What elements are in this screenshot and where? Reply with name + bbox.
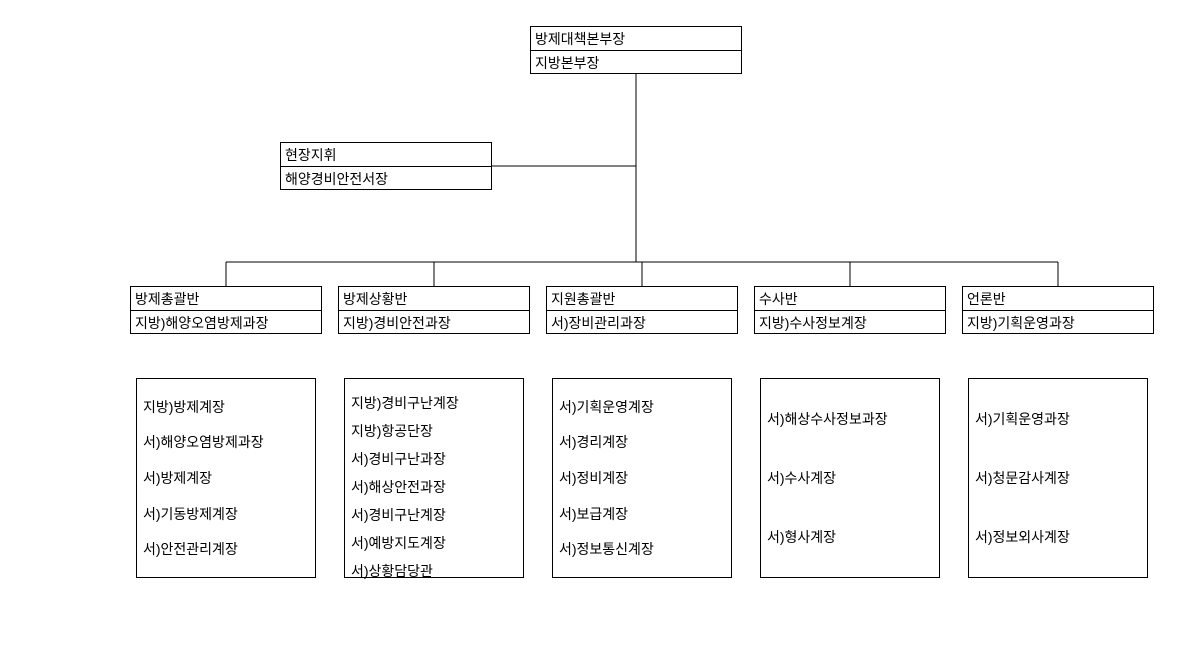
- top-sub: 지방본부장: [531, 51, 741, 75]
- dept-sub: 서)장비관리과장: [547, 311, 737, 335]
- dept-sub: 지방)기획운영과장: [963, 311, 1153, 335]
- member-item: 서)예방지도계장: [351, 529, 517, 557]
- dept-box-2: 지원총괄반서)장비관리과장: [546, 286, 738, 334]
- members-list-3: 서)해상수사정보과장서)수사계장서)형사계장: [760, 378, 940, 578]
- member-item: 서)방제계장: [143, 464, 309, 492]
- member-item: 서)청문감사계장: [975, 464, 1141, 492]
- dept-box-3: 수사반지방)수사정보계장: [754, 286, 946, 334]
- member-item: 지방)경비구난계장: [351, 389, 517, 417]
- dept-box-1: 방제상황반지방)경비안전과장: [338, 286, 530, 334]
- members-list-2: 서)기획운영계장서)경리계장서)정비계장서)보급계장서)정보통신계장: [552, 378, 732, 578]
- dept-box-4: 언론반지방)기획운영과장: [962, 286, 1154, 334]
- member-item: 서)해상안전과장: [351, 473, 517, 501]
- dept-sub: 지방)경비안전과장: [339, 311, 529, 335]
- member-item: 서)보급계장: [559, 500, 725, 528]
- top-title: 방제대책본부장: [531, 27, 741, 51]
- dept-title: 수사반: [755, 287, 945, 311]
- dept-title: 방제총괄반: [131, 287, 321, 311]
- member-item: 서)안전관리계장: [143, 535, 309, 563]
- dept-sub: 지방)수사정보계장: [755, 311, 945, 335]
- member-item: 서)경비구난과장: [351, 445, 517, 473]
- dept-title: 언론반: [963, 287, 1153, 311]
- members-list-1: 지방)경비구난계장지방)항공단장서)경비구난과장서)해상안전과장서)경비구난계장…: [344, 378, 524, 578]
- member-item: 서)해양오염방제과장: [143, 428, 309, 456]
- dept-title: 지원총괄반: [547, 287, 737, 311]
- field-command-box: 현장지휘 해양경비안전서장: [280, 142, 492, 190]
- member-item: 서)수사계장: [767, 464, 933, 492]
- member-item: 서)정보외사계장: [975, 523, 1141, 551]
- dept-sub: 지방)해양오염방제과장: [131, 311, 321, 335]
- members-list-4: 서)기획운영과장서)청문감사계장서)정보외사계장: [968, 378, 1148, 578]
- dept-box-0: 방제총괄반지방)해양오염방제과장: [130, 286, 322, 334]
- member-item: 지방)항공단장: [351, 417, 517, 445]
- side-sub: 해양경비안전서장: [281, 167, 491, 191]
- member-item: 서)기동방제계장: [143, 500, 309, 528]
- member-item: 서)상황담당관: [351, 557, 517, 585]
- dept-title: 방제상황반: [339, 287, 529, 311]
- member-item: 지방)방제계장: [143, 393, 309, 421]
- side-title: 현장지휘: [281, 143, 491, 167]
- member-item: 서)정보통신계장: [559, 535, 725, 563]
- member-item: 서)형사계장: [767, 523, 933, 551]
- member-item: 서)해상수사정보과장: [767, 405, 933, 433]
- members-list-0: 지방)방제계장서)해양오염방제과장서)방제계장서)기동방제계장서)안전관리계장: [136, 378, 316, 578]
- top-headquarters-box: 방제대책본부장 지방본부장: [530, 26, 742, 74]
- member-item: 서)경리계장: [559, 428, 725, 456]
- member-item: 서)정비계장: [559, 464, 725, 492]
- member-item: 서)경비구난계장: [351, 501, 517, 529]
- member-item: 서)기획운영계장: [559, 393, 725, 421]
- member-item: 서)기획운영과장: [975, 405, 1141, 433]
